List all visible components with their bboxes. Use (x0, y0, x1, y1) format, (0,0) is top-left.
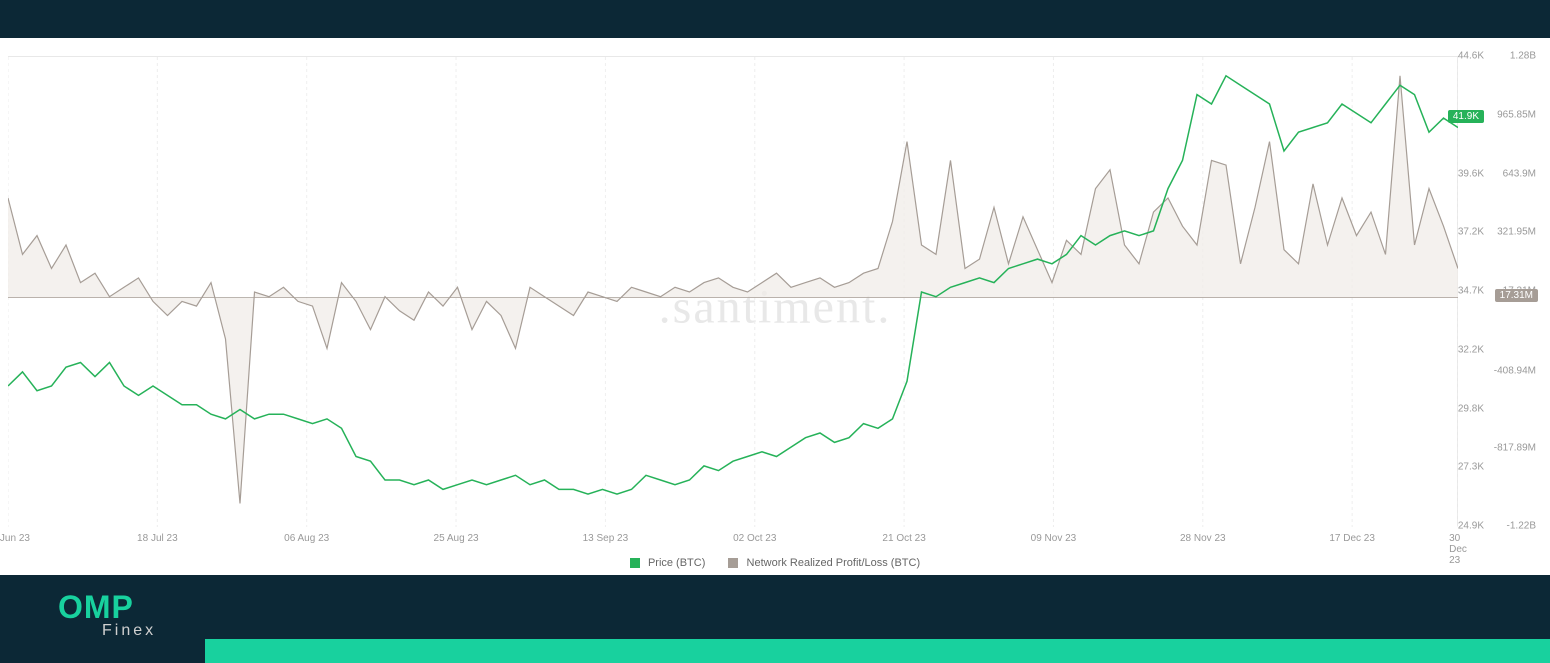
y-right-tick-label: 643.9M (1503, 168, 1536, 179)
x-axis: 29 Jun 2318 Jul 2306 Aug 2325 Aug 2313 S… (8, 533, 1458, 547)
x-tick-label: 09 Nov 23 (1031, 533, 1077, 544)
y-right-tick-label: -408.94M (1494, 365, 1536, 376)
y-left-tick-label: 34.7K (1458, 286, 1484, 297)
legend-label-price: Price (BTC) (648, 557, 705, 569)
x-tick-label: 21 Oct 23 (882, 533, 925, 544)
pl-badge: 17.31M (1495, 289, 1538, 302)
chart-svg (8, 57, 1458, 527)
legend: Price (BTC) Network Realized Profit/Loss… (0, 557, 1550, 569)
brand-logo: OMP Finex (58, 589, 156, 640)
logo-main: OMP (58, 589, 156, 626)
legend-swatch-price (630, 558, 640, 568)
y-axis-price: 44.6K39.6K37.2K34.7K32.2K29.8K27.3K24.9K (1434, 56, 1484, 526)
footer: OMP Finex (0, 575, 1550, 663)
y-right-tick-label: 965.85M (1497, 109, 1536, 120)
x-tick-label: 18 Jul 23 (137, 533, 178, 544)
legend-item-price: Price (BTC) (630, 557, 706, 569)
logo-sub: Finex (102, 622, 156, 640)
page-root: .santiment. 44.6K39.6K37.2K34.7K32.2K29.… (0, 0, 1550, 663)
y-right-tick-label: -817.89M (1494, 443, 1536, 454)
y-right-tick-label: 1.28B (1510, 51, 1536, 62)
chart-area: .santiment. 44.6K39.6K37.2K34.7K32.2K29.… (0, 38, 1550, 575)
y-left-tick-label: 37.2K (1458, 227, 1484, 238)
chart-plot-area (8, 56, 1458, 526)
legend-label-pl: Network Realized Profit/Loss (BTC) (747, 557, 921, 569)
y-left-tick-label: 39.6K (1458, 168, 1484, 179)
y-left-tick-label: 32.2K (1458, 344, 1484, 355)
legend-swatch-pl (728, 558, 738, 568)
y-left-tick-label: 29.8K (1458, 403, 1484, 414)
y-right-tick-label: -1.22B (1507, 521, 1536, 532)
y-left-tick-label: 44.6K (1458, 51, 1484, 62)
y-left-tick-label: 27.3K (1458, 462, 1484, 473)
x-tick-label: 29 Jun 23 (0, 533, 30, 544)
x-tick-label: 02 Oct 23 (733, 533, 776, 544)
y-left-tick-label: 24.9K (1458, 521, 1484, 532)
price-badge: 41.9K (1448, 110, 1484, 123)
footer-accent-bar (205, 639, 1550, 663)
x-tick-label: 17 Dec 23 (1329, 533, 1375, 544)
y-right-tick-label: 321.95M (1497, 227, 1536, 238)
legend-item-pl: Network Realized Profit/Loss (BTC) (728, 557, 920, 569)
x-tick-label: 13 Sep 23 (583, 533, 629, 544)
x-tick-label: 06 Aug 23 (284, 533, 329, 544)
top-bar (0, 0, 1550, 38)
x-tick-label: 28 Nov 23 (1180, 533, 1226, 544)
x-tick-label: 25 Aug 23 (434, 533, 479, 544)
